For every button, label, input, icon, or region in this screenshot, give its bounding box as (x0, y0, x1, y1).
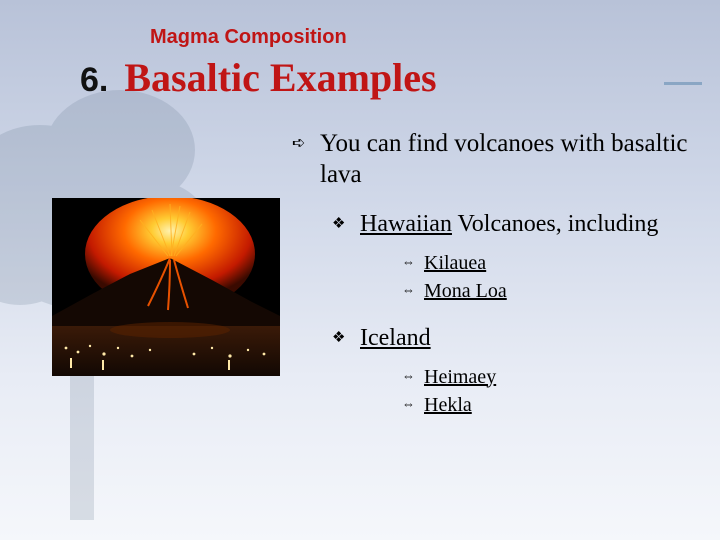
double-arrow-icon: ⇔ (402, 395, 415, 413)
arrow-icon: ➪ (292, 134, 305, 154)
title-number: 6. (80, 61, 108, 100)
double-arrow-icon: ⇔ (402, 281, 415, 299)
slide-title: Basaltic Examples (124, 54, 436, 101)
item-kilauea: ⇔ Kilauea (402, 249, 702, 277)
volcano-photo (52, 198, 280, 376)
double-arrow-icon: ⇔ (402, 367, 415, 385)
group-iceland-label: Iceland (360, 325, 431, 351)
item-heimaey-text: Heimaey (424, 366, 496, 388)
intro-text: You can find volcanoes with basaltic lav… (320, 130, 688, 188)
bullet-group-hawaii: ❖ Hawaiian Volcanoes, including (292, 209, 702, 239)
bullet-group-iceland: ❖ Iceland (292, 323, 702, 353)
supertitle: Magma Composition (150, 26, 347, 49)
item-heimaey: ⇔ Heimaey (402, 363, 702, 391)
item-kilauea-text: Kilauea (424, 252, 486, 274)
item-hekla: ⇔ Hekla (402, 391, 702, 419)
title-rule (664, 82, 702, 85)
slide-title-row: 6. Basaltic Examples (80, 54, 437, 101)
bullet-intro: ➪ You can find volcanoes with basaltic l… (292, 128, 702, 191)
hawaii-underlined: Hawaiian (360, 211, 452, 237)
diamond-icon: ❖ (332, 329, 345, 348)
hawaii-items: ⇔ Kilauea ⇔ Mona Loa (292, 249, 702, 305)
item-mona-loa-text: Mona Loa (424, 280, 507, 302)
diamond-icon: ❖ (332, 215, 345, 234)
iceland-items: ⇔ Heimaey ⇔ Hekla (292, 363, 702, 419)
item-mona-loa: ⇔ Mona Loa (402, 277, 702, 305)
double-arrow-icon: ⇔ (402, 253, 415, 271)
group-hawaii-label: Hawaiian Volcanoes, including (360, 211, 658, 237)
item-hekla-text: Hekla (424, 394, 472, 416)
content-area: ➪ You can find volcanoes with basaltic l… (292, 128, 702, 437)
